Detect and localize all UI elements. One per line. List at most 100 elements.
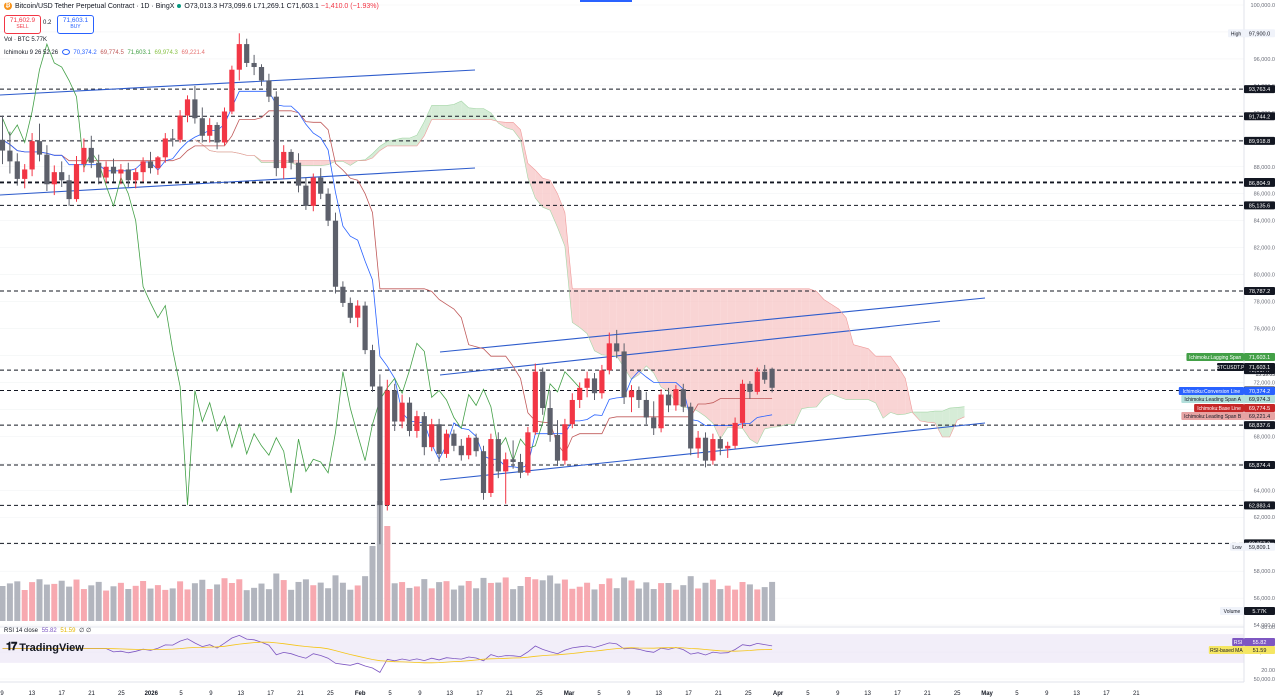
candle[interactable]: [207, 118, 213, 143]
candle[interactable]: [303, 177, 309, 210]
candle[interactable]: [510, 440, 516, 469]
candle[interactable]: [480, 445, 487, 500]
candle[interactable]: [347, 297, 353, 324]
channel-line-upper-2[interactable]: [439, 297, 986, 353]
candle[interactable]: [680, 383, 686, 413]
candle[interactable]: [621, 343, 627, 405]
sell-button[interactable]: 71,602.9 SELL: [4, 15, 41, 34]
candle[interactable]: [665, 387, 672, 413]
candle[interactable]: [584, 371, 590, 398]
candle[interactable]: [340, 281, 346, 307]
candle[interactable]: [747, 381, 753, 399]
candle[interactable]: [162, 133, 168, 163]
candle[interactable]: [199, 107, 205, 143]
candle[interactable]: [362, 301, 368, 355]
candle[interactable]: [414, 410, 420, 438]
symbol-title[interactable]: Bitcoin/USD Tether Perpetual Contract · …: [15, 2, 175, 10]
candle[interactable]: [22, 164, 28, 189]
candle[interactable]: [221, 107, 228, 146]
candle[interactable]: [614, 329, 620, 359]
leading-span-b-line[interactable]: [194, 119, 965, 438]
candle[interactable]: [406, 397, 413, 437]
candle[interactable]: [451, 429, 457, 452]
candle[interactable]: [517, 453, 524, 479]
candle[interactable]: [281, 145, 287, 179]
price-axis[interactable]: 100,000.098,000.096,000.094,000.092,000.…: [1243, 0, 1280, 700]
candle[interactable]: [110, 158, 117, 182]
candle[interactable]: [214, 122, 220, 150]
candle[interactable]: [0, 115, 6, 165]
candle[interactable]: [651, 401, 657, 436]
candle[interactable]: [384, 379, 390, 511]
candle[interactable]: [769, 367, 775, 393]
candle[interactable]: [81, 138, 87, 173]
candle[interactable]: [658, 389, 664, 433]
candle[interactable]: [710, 433, 716, 465]
candle[interactable]: [739, 379, 746, 429]
channel-line-lower-1[interactable]: [0, 167, 476, 196]
candle[interactable]: [599, 364, 605, 399]
candle[interactable]: [725, 441, 731, 458]
candle[interactable]: [377, 374, 383, 545]
time-axis[interactable]: 9 13 17 21 25 2026 5 9 13 17 21 25 Feb 5 9 13 17 21 25 Mar 5…: [0, 681, 1244, 697]
ichimoku-legend[interactable]: Ichimoku 9 26 52 26 70,374.2 69,774.5 71…: [4, 49, 205, 56]
candle[interactable]: [688, 402, 694, 456]
candle[interactable]: [229, 65, 235, 115]
channel-line-mid-2[interactable]: [439, 320, 941, 376]
candle[interactable]: [7, 131, 13, 174]
candle[interactable]: [488, 433, 494, 498]
candle[interactable]: [36, 123, 43, 162]
candle[interactable]: [429, 418, 435, 452]
candle[interactable]: [244, 38, 250, 68]
candle[interactable]: [569, 393, 575, 429]
candle[interactable]: [125, 162, 131, 187]
candle[interactable]: [562, 418, 568, 465]
candle[interactable]: [170, 129, 176, 147]
candle[interactable]: [147, 151, 154, 174]
candle[interactable]: [273, 91, 279, 177]
candle[interactable]: [540, 367, 546, 415]
candle[interactable]: [318, 168, 324, 200]
candle[interactable]: [695, 430, 701, 458]
candle[interactable]: [51, 165, 57, 196]
rsi-ma-line[interactable]: [2, 641, 773, 664]
candle[interactable]: [577, 382, 583, 409]
candle[interactable]: [369, 344, 376, 392]
rsi-legend[interactable]: RSI 14 close 55.82 51.59 ∅ ∅: [4, 628, 92, 634]
candle[interactable]: [325, 188, 331, 227]
candle[interactable]: [29, 133, 35, 177]
buy-button[interactable]: 71,603.1 BUY: [57, 15, 94, 34]
candle[interactable]: [473, 433, 479, 457]
tradingview-logo[interactable]: 𝟏𝟕 TradingView: [6, 641, 84, 654]
candle[interactable]: [118, 164, 124, 185]
candle[interactable]: [295, 153, 302, 193]
candle[interactable]: [732, 417, 738, 449]
candle[interactable]: [554, 420, 561, 467]
candle[interactable]: [155, 155, 161, 175]
candle[interactable]: [251, 54, 257, 76]
candle[interactable]: [421, 412, 427, 456]
candle[interactable]: [643, 391, 649, 425]
candle[interactable]: [673, 385, 679, 411]
candle[interactable]: [266, 73, 272, 103]
candle[interactable]: [332, 212, 339, 294]
candle[interactable]: [177, 110, 183, 143]
candle[interactable]: [73, 155, 80, 202]
candle[interactable]: [392, 383, 398, 431]
candle[interactable]: [503, 452, 509, 504]
candle[interactable]: [399, 394, 405, 429]
candle[interactable]: [702, 432, 709, 468]
candle[interactable]: [96, 154, 102, 185]
candle[interactable]: [310, 173, 316, 212]
candle[interactable]: [606, 332, 612, 375]
candle[interactable]: [636, 386, 642, 409]
candle[interactable]: [184, 95, 191, 123]
candle[interactable]: [525, 426, 531, 476]
candle[interactable]: [591, 373, 598, 400]
candle[interactable]: [59, 161, 65, 187]
candle[interactable]: [88, 135, 94, 169]
volume-legend[interactable]: Vol · BTC 5.77K: [4, 37, 48, 43]
candle[interactable]: [133, 168, 139, 189]
candle[interactable]: [532, 363, 538, 436]
